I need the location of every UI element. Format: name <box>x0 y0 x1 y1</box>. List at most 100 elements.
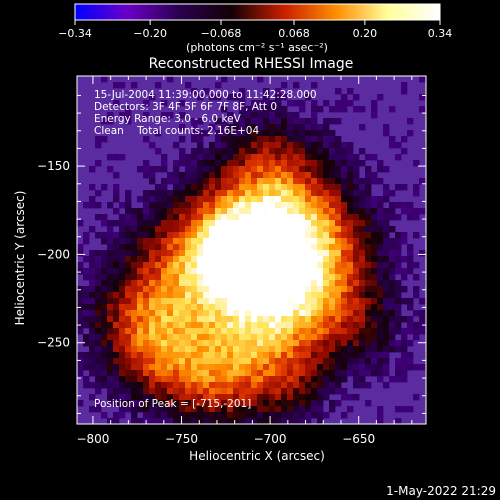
heatmap-cell <box>347 328 354 335</box>
heatmap-cell <box>107 298 114 305</box>
heatmap-cell <box>233 304 240 311</box>
heatmap-cell <box>305 316 312 323</box>
heatmap-cell <box>353 154 360 161</box>
heatmap-cell <box>191 322 198 329</box>
heatmap-cell <box>323 136 330 143</box>
heatmap-cell <box>119 346 126 353</box>
heatmap-cell <box>287 202 294 209</box>
heatmap-cell <box>131 364 138 371</box>
heatmap-cell <box>347 250 354 257</box>
heatmap-cell <box>131 376 138 383</box>
heatmap-cell <box>227 394 234 401</box>
heatmap-cell <box>197 346 204 353</box>
heatmap-cell <box>131 250 138 257</box>
heatmap-cell <box>197 208 204 215</box>
heatmap-cell <box>419 76 426 83</box>
heatmap-cell <box>347 310 354 317</box>
heatmap-cell <box>245 304 252 311</box>
heatmap-cell <box>185 238 192 245</box>
heatmap-cell <box>263 112 270 119</box>
heatmap-cell <box>305 286 312 293</box>
heatmap-cell <box>257 178 264 185</box>
heatmap-cell <box>107 226 114 233</box>
heatmap-cell <box>227 202 234 209</box>
heatmap-cell <box>269 118 276 125</box>
heatmap-cell <box>197 202 204 209</box>
heatmap-cell <box>239 112 246 119</box>
heatmap-cell <box>377 364 384 371</box>
heatmap-cell <box>197 274 204 281</box>
heatmap-cell <box>269 178 276 185</box>
heatmap-cell <box>119 250 126 257</box>
heatmap-cell <box>119 226 126 233</box>
heatmap-cell <box>317 154 324 161</box>
heatmap-cell <box>239 328 246 335</box>
heatmap-cell <box>257 292 264 299</box>
heatmap-cell <box>353 220 360 227</box>
heatmap-cell <box>167 322 174 329</box>
heatmap-cell <box>251 274 258 281</box>
heatmap-cell <box>191 220 198 227</box>
heatmap-cell <box>209 412 216 419</box>
heatmap-cell <box>233 94 240 101</box>
heatmap-cell <box>335 100 342 107</box>
heatmap-cell <box>389 304 396 311</box>
heatmap-cell <box>209 406 216 413</box>
heatmap-cell <box>329 286 336 293</box>
heatmap-cell <box>293 250 300 257</box>
heatmap-cell <box>269 304 276 311</box>
heatmap-cell <box>197 130 204 137</box>
heatmap-cell <box>347 244 354 251</box>
heatmap-cell <box>155 400 162 407</box>
heatmap-cell <box>209 328 216 335</box>
heatmap-cell <box>143 328 150 335</box>
heatmap-cell <box>287 292 294 299</box>
heatmap-cell <box>149 376 156 383</box>
heatmap-cell <box>293 256 300 263</box>
heatmap-cell <box>275 202 282 209</box>
heatmap-cell <box>341 274 348 281</box>
heatmap-cell <box>83 232 90 239</box>
heatmap-cell <box>377 274 384 281</box>
heatmap-cell <box>335 226 342 233</box>
heatmap-cell <box>335 280 342 287</box>
heatmap-cell <box>293 244 300 251</box>
heatmap-cell <box>269 100 276 107</box>
heatmap-cell <box>275 136 282 143</box>
heatmap-cell <box>329 244 336 251</box>
heatmap-cell <box>239 160 246 167</box>
heatmap-cell <box>137 280 144 287</box>
heatmap-cell <box>299 208 306 215</box>
heatmap-cell <box>161 412 168 419</box>
heatmap-cell <box>347 316 354 323</box>
heatmap-cell <box>197 190 204 197</box>
heatmap-cell <box>227 418 234 424</box>
heatmap-cell <box>275 172 282 179</box>
heatmap-cell <box>275 124 282 131</box>
heatmap-cell <box>263 412 270 419</box>
heatmap-cell <box>293 334 300 341</box>
heatmap-cell <box>275 394 282 401</box>
heatmap-cell <box>287 160 294 167</box>
heatmap-cell <box>143 274 150 281</box>
heatmap-cell <box>335 232 342 239</box>
heatmap-cell <box>293 154 300 161</box>
heatmap-cell <box>263 160 270 167</box>
heatmap-cell <box>203 358 210 365</box>
heatmap-cell <box>257 376 264 383</box>
heatmap-cell <box>125 286 132 293</box>
heatmap-cell <box>77 370 84 377</box>
heatmap-cell <box>317 106 324 113</box>
heatmap-cell <box>293 196 300 203</box>
heatmap-cell <box>251 100 258 107</box>
heatmap-cell <box>329 202 336 209</box>
heatmap-cell <box>221 382 228 389</box>
heatmap-cell <box>287 256 294 263</box>
heatmap-cell <box>281 292 288 299</box>
heatmap-cell <box>353 238 360 245</box>
heatmap-cell <box>377 208 384 215</box>
heatmap-cell <box>263 166 270 173</box>
heatmap-cell <box>113 172 120 179</box>
heatmap-cell <box>305 154 312 161</box>
heatmap-cell <box>251 418 258 424</box>
